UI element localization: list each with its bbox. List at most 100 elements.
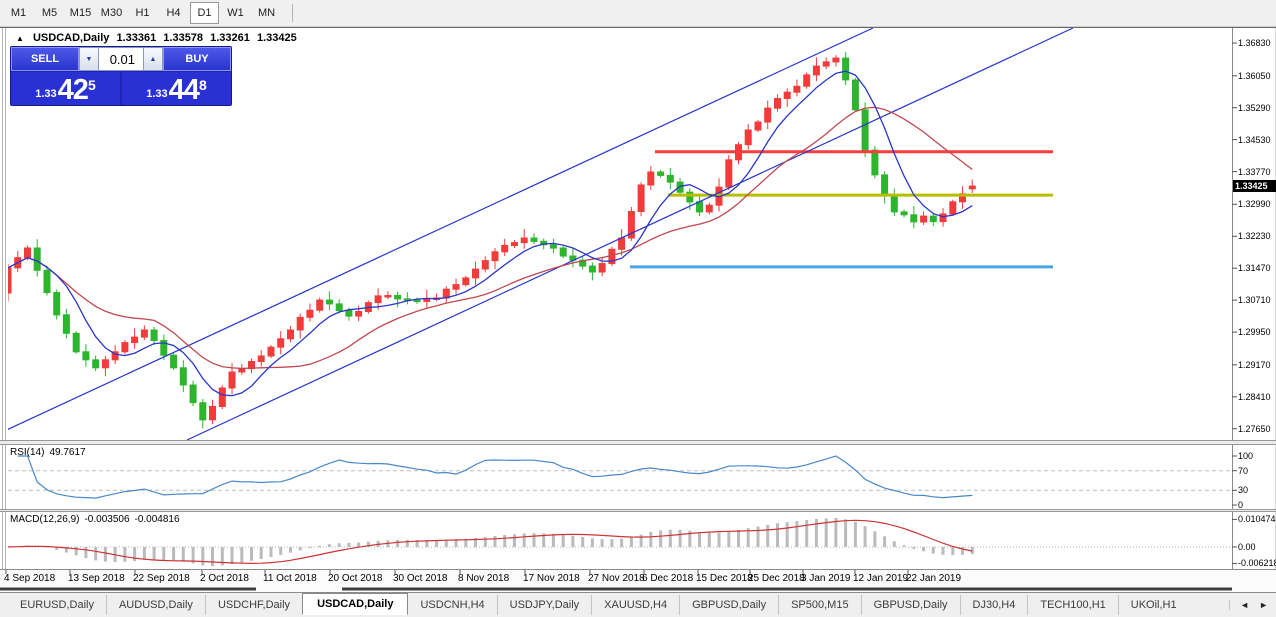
volume-increase-icon[interactable]: ▲ bbox=[143, 47, 163, 71]
tab-tech100-h1[interactable]: TECH100,H1 bbox=[1027, 595, 1117, 615]
h-scrollbar bbox=[0, 587, 1232, 591]
candle-body bbox=[316, 299, 324, 311]
candle-body bbox=[764, 107, 772, 123]
macd-histogram bbox=[16, 518, 974, 567]
ma-slow-line bbox=[8, 106, 973, 370]
price-axis-label: 1.32990 bbox=[1238, 199, 1271, 210]
title-high: 1.33578 bbox=[163, 32, 204, 44]
toolbar-separator bbox=[292, 4, 293, 22]
candle-body bbox=[881, 174, 889, 196]
tab-audusd-daily[interactable]: AUDUSD,Daily bbox=[105, 595, 205, 615]
candle-body bbox=[179, 367, 187, 386]
candle-body bbox=[335, 303, 343, 312]
candle-body bbox=[540, 240, 548, 246]
macd-axis-label: 0.00 bbox=[1238, 542, 1256, 552]
one-click-trade-panel: SELL ▼ 0.01 ▲ BUY 1.33 42 5 1.33 44 8 bbox=[10, 46, 232, 106]
date-axis-label: 17 Nov 2018 bbox=[523, 573, 580, 584]
candle-body bbox=[871, 149, 879, 176]
candle-body bbox=[355, 311, 363, 317]
title-low: 1.33261 bbox=[210, 32, 250, 44]
timeframe-button-h1[interactable]: H1 bbox=[135, 7, 150, 19]
chart-rsi-splitter[interactable] bbox=[0, 440, 1276, 445]
trend-channel bbox=[0, 28, 1074, 440]
sell-button[interactable]: SELL bbox=[11, 47, 79, 71]
tab-gbpusd-daily[interactable]: GBPUSD,Daily bbox=[860, 595, 960, 615]
candle-body bbox=[394, 295, 402, 300]
candle-body bbox=[325, 299, 333, 305]
candle-body bbox=[676, 181, 684, 193]
sell-price-base: 1.33 bbox=[35, 88, 57, 100]
date-axis-label: 27 Nov 2018 bbox=[588, 573, 645, 584]
tab-dj30-h4[interactable]: DJ30,H4 bbox=[959, 595, 1028, 615]
candle-body bbox=[910, 214, 918, 223]
rsi-label: RSI(14) 49.7617 bbox=[10, 447, 91, 458]
timeframe-button-h4[interactable]: H4 bbox=[166, 7, 181, 19]
macd-name: MACD(12,26,9) bbox=[10, 514, 80, 525]
timeframe-button-m5[interactable]: M5 bbox=[41, 7, 58, 19]
timeframe-button-w1[interactable]: W1 bbox=[227, 7, 244, 19]
collapse-icon[interactable]: ▲ bbox=[16, 34, 24, 43]
macd-axis-label: 0.010474 bbox=[1238, 514, 1276, 525]
timeframe-button-mn[interactable]: MN bbox=[257, 7, 276, 19]
buy-button[interactable]: BUY bbox=[163, 47, 231, 71]
macd-signal-line bbox=[8, 519, 973, 565]
timeframe-button-m1[interactable]: M1 bbox=[10, 7, 27, 19]
date-axis: 4 Sep 2018 13 Sep 2018 22 Sep 2018 2 Oct 20… bbox=[0, 570, 1276, 592]
channel-upper-line[interactable] bbox=[0, 28, 874, 433]
timeframe-button-m15[interactable]: M15 bbox=[69, 7, 92, 19]
candle-body bbox=[890, 194, 898, 213]
channel-lower-line[interactable] bbox=[186, 28, 1074, 440]
rsi-line bbox=[17, 455, 973, 499]
date-axis-label: 13 Sep 2018 bbox=[68, 573, 125, 584]
candle-body bbox=[900, 211, 908, 216]
timeframe-button-d1[interactable]: D1 bbox=[190, 2, 219, 24]
price-axis-label: 1.27650 bbox=[1238, 423, 1271, 434]
candle-body bbox=[111, 351, 119, 361]
tab-usdchf-daily[interactable]: USDCHF,Daily bbox=[204, 595, 302, 615]
tab-usdcnh-h4[interactable]: USDCNH,H4 bbox=[420, 599, 485, 611]
candle-body bbox=[579, 259, 587, 267]
candle-body bbox=[306, 309, 314, 318]
tab-usdcad-daily[interactable]: USDCAD,Daily bbox=[302, 593, 409, 615]
candle-body bbox=[72, 332, 80, 353]
tab-ukoil-h1[interactable]: UKOil,H1 bbox=[1117, 595, 1189, 615]
tab-usdjpy-daily[interactable]: USDJPY,Daily bbox=[496, 595, 592, 615]
candle-body bbox=[33, 247, 41, 271]
candle-body bbox=[82, 351, 90, 361]
buy-price[interactable]: 1.33 44 8 bbox=[122, 72, 231, 105]
sell-price-point: 5 bbox=[87, 77, 96, 93]
rsi-axis-label: 30 bbox=[1238, 485, 1249, 496]
symbol-tab-bar: EURUSD,Daily AUDUSD,Daily USDCHF,Daily USDC… bbox=[0, 592, 1276, 617]
candle-body bbox=[705, 204, 713, 213]
date-axis-label: 3 Jan 2019 bbox=[801, 573, 851, 584]
volume-decrease-icon[interactable]: ▼ bbox=[79, 47, 99, 71]
candle-body bbox=[559, 247, 567, 257]
tab-scroll-left-icon[interactable]: ◄ bbox=[1240, 600, 1250, 610]
timeframe-button-m30[interactable]: M30 bbox=[100, 7, 123, 19]
tab-xauusd-h4[interactable]: XAUUSD,H4 bbox=[591, 595, 679, 615]
date-axis-label: 12 Jan 2019 bbox=[853, 573, 909, 584]
candle-body bbox=[657, 171, 665, 176]
date-axis-label: 22 Jan 2019 bbox=[906, 573, 962, 584]
candle-body bbox=[452, 284, 460, 290]
candle-body bbox=[160, 340, 168, 356]
macd-axis-label: -0.006218 bbox=[1238, 558, 1276, 569]
candle-body bbox=[43, 269, 51, 294]
date-axis-label: 2 Oct 2018 bbox=[200, 573, 249, 584]
tab-eurusd-daily[interactable]: EURUSD,Daily bbox=[20, 599, 94, 611]
macd-value-signal: -0.004816 bbox=[134, 514, 180, 525]
ma-fast-line bbox=[8, 70, 973, 397]
volume-input[interactable]: 0.01 bbox=[99, 47, 143, 71]
candle-body bbox=[345, 310, 353, 317]
rsi-macd-splitter[interactable] bbox=[0, 509, 1276, 512]
candle-body bbox=[481, 260, 489, 270]
sell-price[interactable]: 1.33 42 5 bbox=[11, 72, 120, 105]
candle-body bbox=[793, 85, 801, 93]
tab-sp500-m15[interactable]: SP500,M15 bbox=[778, 595, 860, 615]
candle-body bbox=[287, 329, 294, 340]
candle-body bbox=[277, 338, 285, 348]
tab-gbpusd-daily[interactable]: GBPUSD,Daily bbox=[679, 595, 778, 615]
candle-body bbox=[101, 359, 109, 369]
candle-body bbox=[803, 74, 811, 87]
tab-scroll-right-icon[interactable]: ► bbox=[1259, 600, 1268, 610]
